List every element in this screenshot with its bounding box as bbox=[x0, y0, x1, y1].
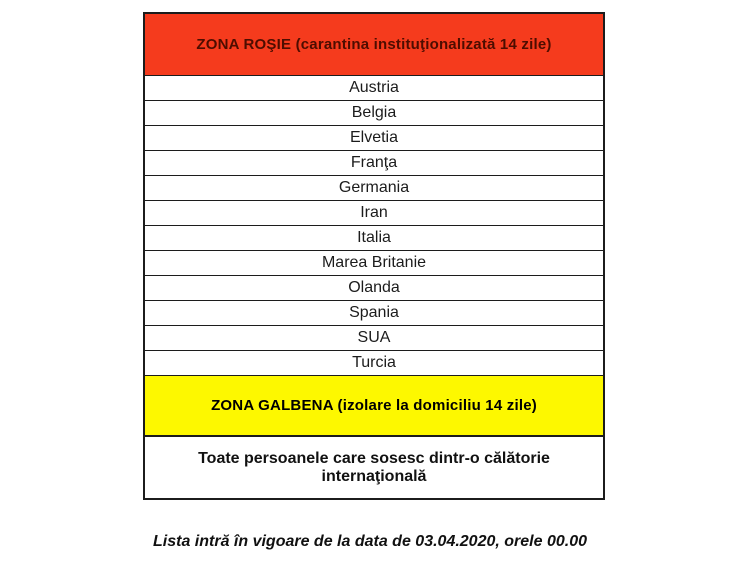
table-row: Spania bbox=[145, 300, 603, 325]
country-label: Olanda bbox=[348, 279, 400, 296]
table-row: Iran bbox=[145, 200, 603, 225]
table-row: Marea Britanie bbox=[145, 250, 603, 275]
table-row: SUA bbox=[145, 325, 603, 350]
country-label: Turcia bbox=[352, 354, 396, 371]
table-row: Belgia bbox=[145, 100, 603, 125]
country-label: SUA bbox=[357, 329, 391, 346]
table-row: Elvetia bbox=[145, 125, 603, 150]
country-label: Iran bbox=[360, 204, 388, 221]
red-zone-header: ZONA ROŞIE (carantina instituţionalizată… bbox=[145, 14, 603, 75]
table-row: Italia bbox=[145, 225, 603, 250]
country-label: Germania bbox=[338, 179, 410, 196]
country-label: Marea Britanie bbox=[321, 254, 427, 271]
table-row: Olanda bbox=[145, 275, 603, 300]
table-row: Austria bbox=[145, 75, 603, 100]
effective-date-note: Lista intră în vigoare de la data de 03.… bbox=[153, 533, 587, 550]
red-zone-country-list: Austria Belgia Elvetia Franţa Germania I… bbox=[145, 75, 603, 375]
country-label: Belgia bbox=[351, 104, 397, 121]
quarantine-zones-table: ZONA ROŞIE (carantina instituţionalizată… bbox=[143, 12, 605, 500]
country-label: Italia bbox=[357, 229, 391, 246]
country-label: Franţa bbox=[350, 154, 398, 171]
country-label: Elvetia bbox=[349, 129, 399, 146]
table-row: Turcia bbox=[145, 350, 603, 375]
yellow-zone-description: Toate persoanele care sosesc dintr-o căl… bbox=[145, 435, 603, 498]
table-row: Franţa bbox=[145, 150, 603, 175]
country-label: Spania bbox=[349, 304, 399, 321]
yellow-zone-header: ZONA GALBENA (izolare la domiciliu 14 zi… bbox=[145, 375, 603, 435]
country-label: Austria bbox=[349, 79, 399, 96]
table-row: Germania bbox=[145, 175, 603, 200]
